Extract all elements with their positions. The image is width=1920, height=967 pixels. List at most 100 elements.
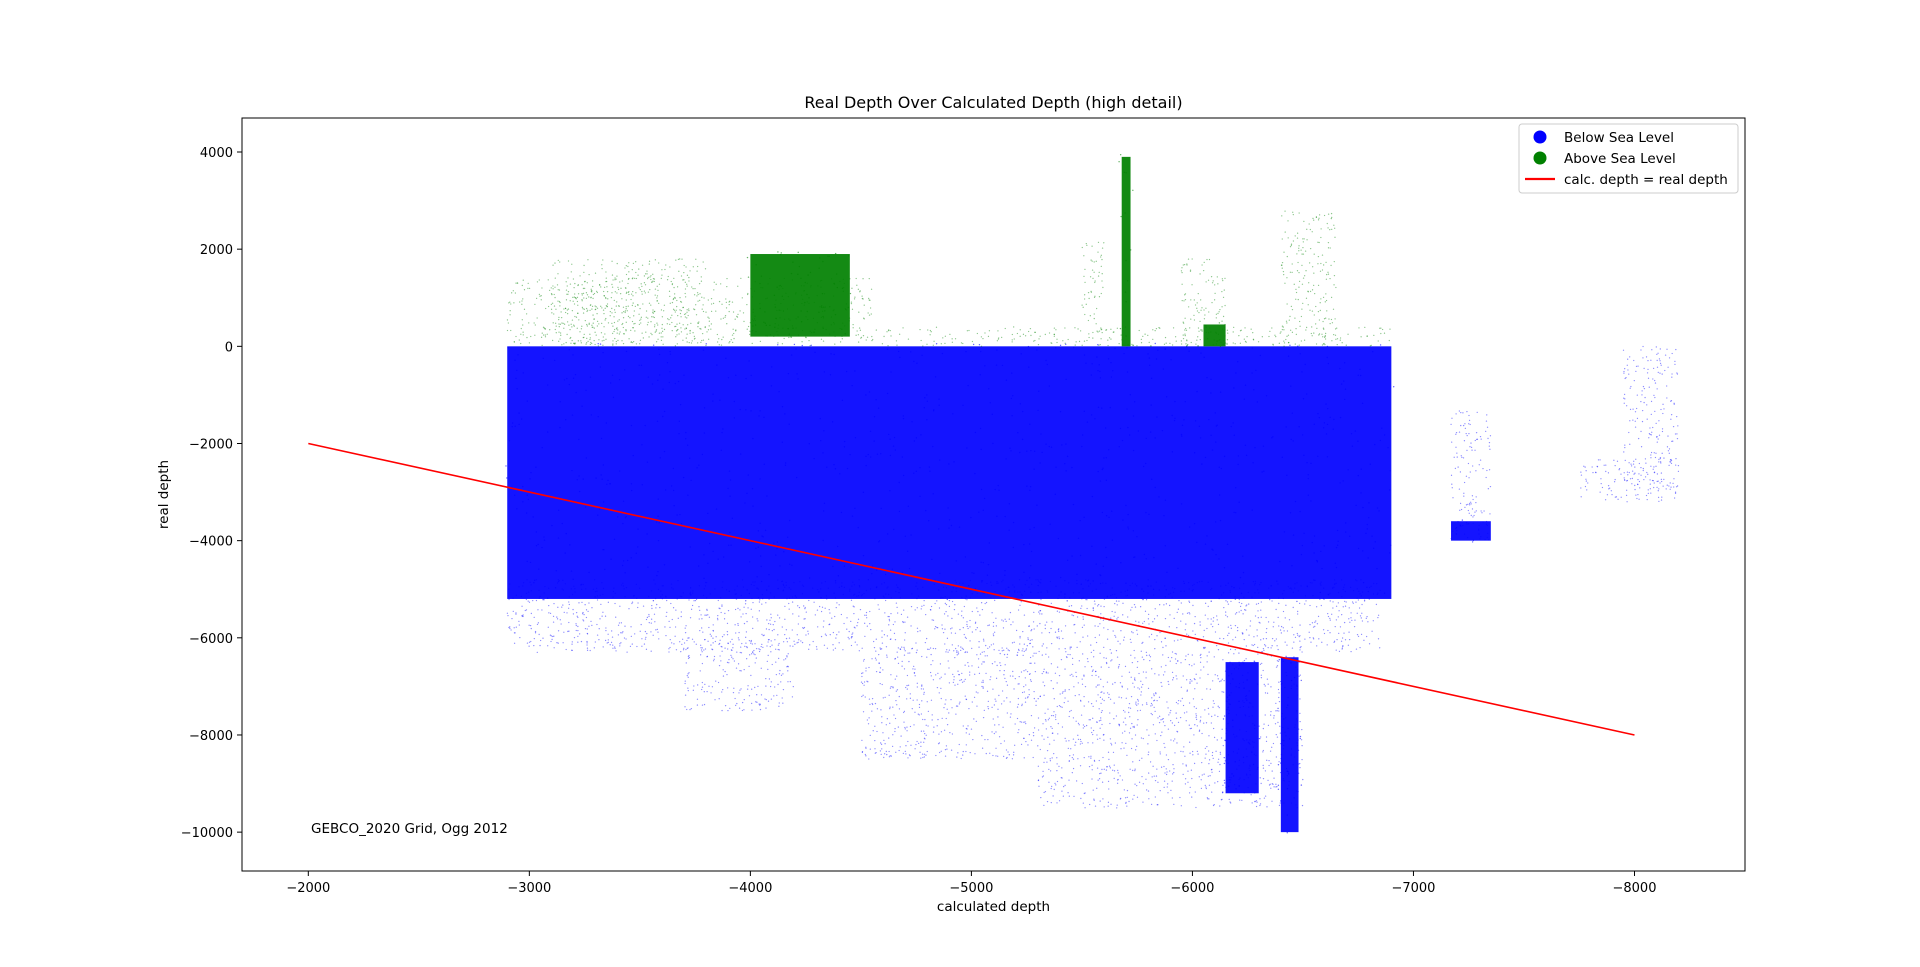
data-point <box>1176 611 1178 614</box>
data-point <box>1141 642 1143 644</box>
data-point <box>1283 740 1285 742</box>
data-point <box>862 298 864 300</box>
data-point <box>1279 802 1281 804</box>
data-point <box>1205 722 1208 724</box>
data-point <box>1643 367 1645 370</box>
data-point <box>682 592 684 594</box>
data-point <box>671 283 674 285</box>
data-point <box>1356 588 1358 590</box>
data-point <box>871 565 874 567</box>
data-point <box>888 694 890 696</box>
data-point <box>921 753 924 755</box>
data-point <box>1004 618 1006 620</box>
data-point <box>784 618 786 620</box>
data-point <box>948 682 951 684</box>
data-point <box>513 627 515 629</box>
data-point <box>617 624 620 626</box>
data-point <box>589 376 592 378</box>
data-point <box>1626 479 1629 482</box>
data-point <box>725 301 728 304</box>
data-point <box>1109 648 1111 651</box>
data-point <box>899 648 902 650</box>
data-point <box>1331 587 1334 589</box>
data-point <box>758 415 760 417</box>
data-point <box>995 625 998 627</box>
data-point <box>714 640 717 643</box>
data-point <box>1663 478 1665 481</box>
data-point <box>914 668 916 670</box>
data-point <box>564 583 567 585</box>
data-point <box>972 739 974 741</box>
data-point <box>1089 803 1091 806</box>
data-point <box>971 610 973 613</box>
data-point <box>1162 721 1165 723</box>
data-point <box>534 632 537 634</box>
data-point <box>1065 470 1067 472</box>
data-point <box>678 333 680 335</box>
data-point <box>1110 617 1112 619</box>
data-point <box>1211 768 1213 771</box>
data-point <box>541 546 543 549</box>
data-point <box>898 695 900 698</box>
data-point <box>1368 502 1370 504</box>
data-point <box>521 605 523 607</box>
data-point <box>820 439 822 442</box>
data-point <box>1147 743 1149 745</box>
data-point <box>1093 600 1096 602</box>
data-point <box>1068 760 1070 762</box>
data-point <box>510 629 512 631</box>
data-point <box>1343 632 1345 634</box>
data-point <box>865 611 868 614</box>
data-point <box>944 596 946 598</box>
data-point <box>947 507 949 509</box>
data-point <box>1172 677 1175 679</box>
data-point <box>1101 407 1103 409</box>
data-point <box>1095 670 1097 673</box>
data-point <box>596 623 598 626</box>
data-point <box>808 599 810 602</box>
data-point <box>1079 738 1082 741</box>
data-point <box>925 613 927 616</box>
data-point <box>641 645 643 647</box>
data-point <box>1013 688 1015 690</box>
data-point <box>1037 584 1039 587</box>
data-point <box>754 662 756 664</box>
data-point <box>644 424 646 427</box>
data-point <box>1267 724 1270 727</box>
data-point <box>1105 479 1108 482</box>
data-point <box>892 687 894 689</box>
data-point <box>1247 591 1249 594</box>
data-point <box>1464 423 1466 425</box>
data-point <box>1459 524 1462 526</box>
data-point <box>577 616 579 619</box>
data-point <box>720 645 722 648</box>
data-point <box>1458 410 1461 412</box>
data-point <box>1673 478 1675 480</box>
data-point <box>559 338 561 340</box>
data-point <box>661 594 663 596</box>
data-point <box>680 615 682 618</box>
data-point <box>1163 515 1165 517</box>
data-point <box>1110 803 1112 805</box>
data-point <box>722 581 724 583</box>
data-point <box>1600 478 1602 480</box>
data-point <box>1469 446 1471 448</box>
data-point <box>552 621 555 623</box>
data-point <box>1203 629 1205 632</box>
data-point <box>984 365 986 367</box>
data-point <box>1194 791 1196 793</box>
data-point <box>1052 732 1054 734</box>
data-point <box>754 686 756 689</box>
data-point <box>1006 697 1008 699</box>
data-point <box>875 650 877 652</box>
data-point <box>1156 804 1158 806</box>
data-point <box>671 587 673 589</box>
data-point <box>1674 433 1677 435</box>
data-point <box>1076 579 1078 582</box>
data-point <box>568 603 570 606</box>
data-point <box>856 625 858 627</box>
data-point <box>902 417 905 420</box>
data-point <box>1290 662 1292 664</box>
data-point <box>730 654 732 657</box>
data-point <box>1249 620 1252 622</box>
